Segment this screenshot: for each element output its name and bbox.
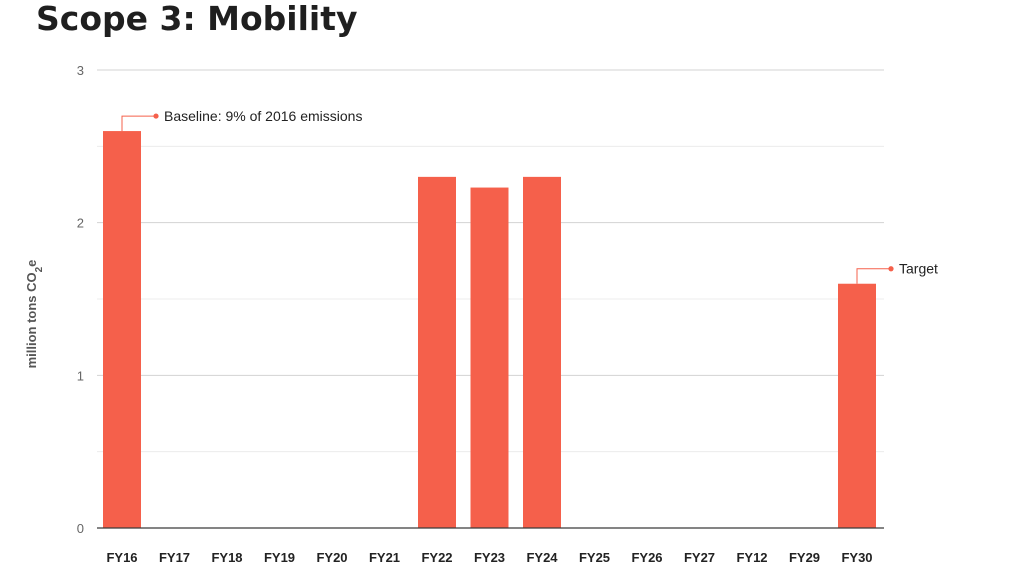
annotation-dot: [888, 266, 894, 272]
annotation-label: Target: [899, 261, 938, 277]
x-tick-label: FY30: [841, 550, 872, 565]
bar: [103, 131, 141, 529]
x-tick-label: FY18: [211, 550, 242, 565]
x-tick-label: FY12: [736, 550, 767, 565]
y-axis-label: million tons CO2e: [24, 260, 45, 369]
x-tick-label: FY27: [684, 550, 715, 565]
y-tick-label: 0: [77, 521, 84, 536]
y-axis-ticks: 0 1 2 3: [77, 63, 84, 536]
x-axis-ticks: FY16 FY17 FY18 FY19 FY20 FY21 FY22 FY23 FY24 FY25…: [106, 550, 872, 565]
x-tick-label: FY26: [631, 550, 662, 565]
x-tick-label: FY29: [789, 550, 820, 565]
bar: [418, 176, 456, 528]
bars: [103, 131, 876, 529]
y-axis-label-suffix: e: [24, 260, 39, 267]
annotation-leader-line: [121, 115, 156, 132]
y-tick-label: 1: [77, 368, 84, 383]
x-tick-label: FY19: [264, 550, 295, 565]
y-axis-label-main: million tons CO: [24, 272, 39, 368]
x-tick-label: FY25: [579, 550, 610, 565]
y-tick-label: 3: [77, 63, 84, 78]
x-tick-label: FY20: [316, 550, 347, 565]
x-tick-label: FY21: [369, 550, 400, 565]
x-tick-label: FY23: [474, 550, 505, 565]
annotation-dot: [153, 113, 159, 119]
bar: [523, 176, 561, 528]
x-tick-label: FY22: [421, 550, 452, 565]
annotation-label: Baseline: 9% of 2016 emissions: [164, 108, 362, 124]
x-tick-label: FY24: [526, 550, 558, 565]
bar: [838, 283, 876, 528]
y-axis-label-subscript: 2: [34, 266, 45, 272]
chart-title: Scope 3: Mobility: [36, 0, 358, 38]
annotations: Baseline: 9% of 2016 emissions Target: [121, 108, 938, 284]
x-tick-label: FY17: [159, 550, 190, 565]
y-tick-label: 2: [77, 216, 84, 231]
x-tick-label: FY16: [106, 550, 137, 565]
bar: [470, 187, 509, 528]
annotation-leader-line: [856, 268, 891, 284]
